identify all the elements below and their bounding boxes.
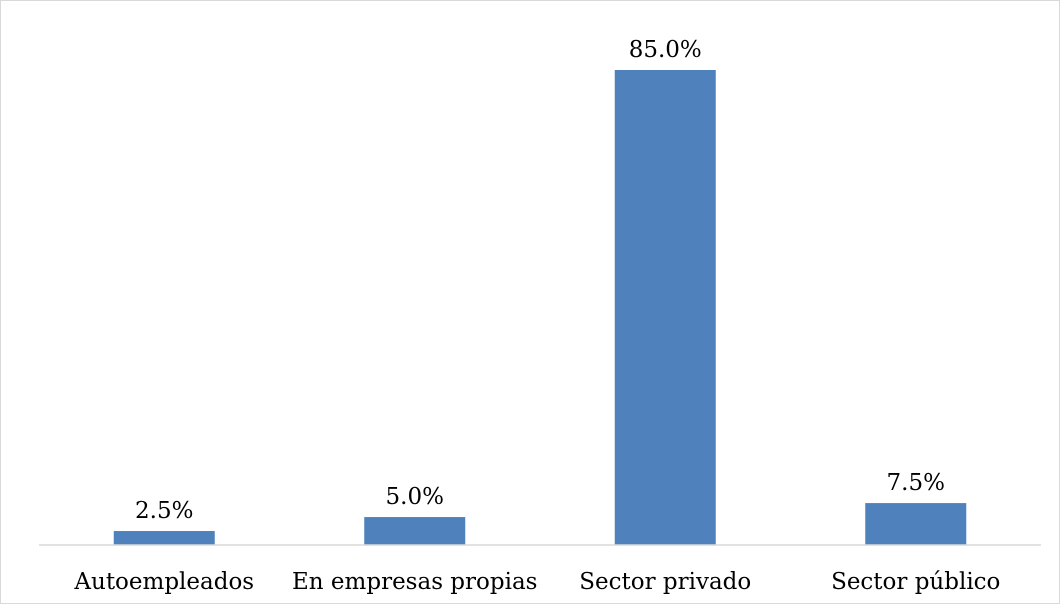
- bars-group: [113, 70, 967, 545]
- bar-value-label-2: 85.0%: [629, 37, 702, 63]
- bar-0: [113, 531, 215, 545]
- bar-3: [865, 503, 967, 545]
- bar-1: [364, 517, 466, 545]
- category-label-0: Autoempleados: [73, 569, 254, 595]
- bar-value-label-1: 5.0%: [386, 484, 444, 510]
- bar-value-label-3: 7.5%: [887, 470, 945, 496]
- bar-value-label-0: 2.5%: [135, 498, 193, 524]
- category-label-2: Sector privado: [579, 569, 751, 595]
- category-label-3: Sector público: [831, 569, 1000, 595]
- value-labels-group: 2.5% 5.0% 85.0% 7.5%: [135, 37, 945, 524]
- category-labels-group: Autoempleados En empresas propias Sector p…: [73, 569, 1000, 595]
- bar-2: [614, 70, 716, 545]
- category-label-1: En empresas propias: [292, 569, 537, 595]
